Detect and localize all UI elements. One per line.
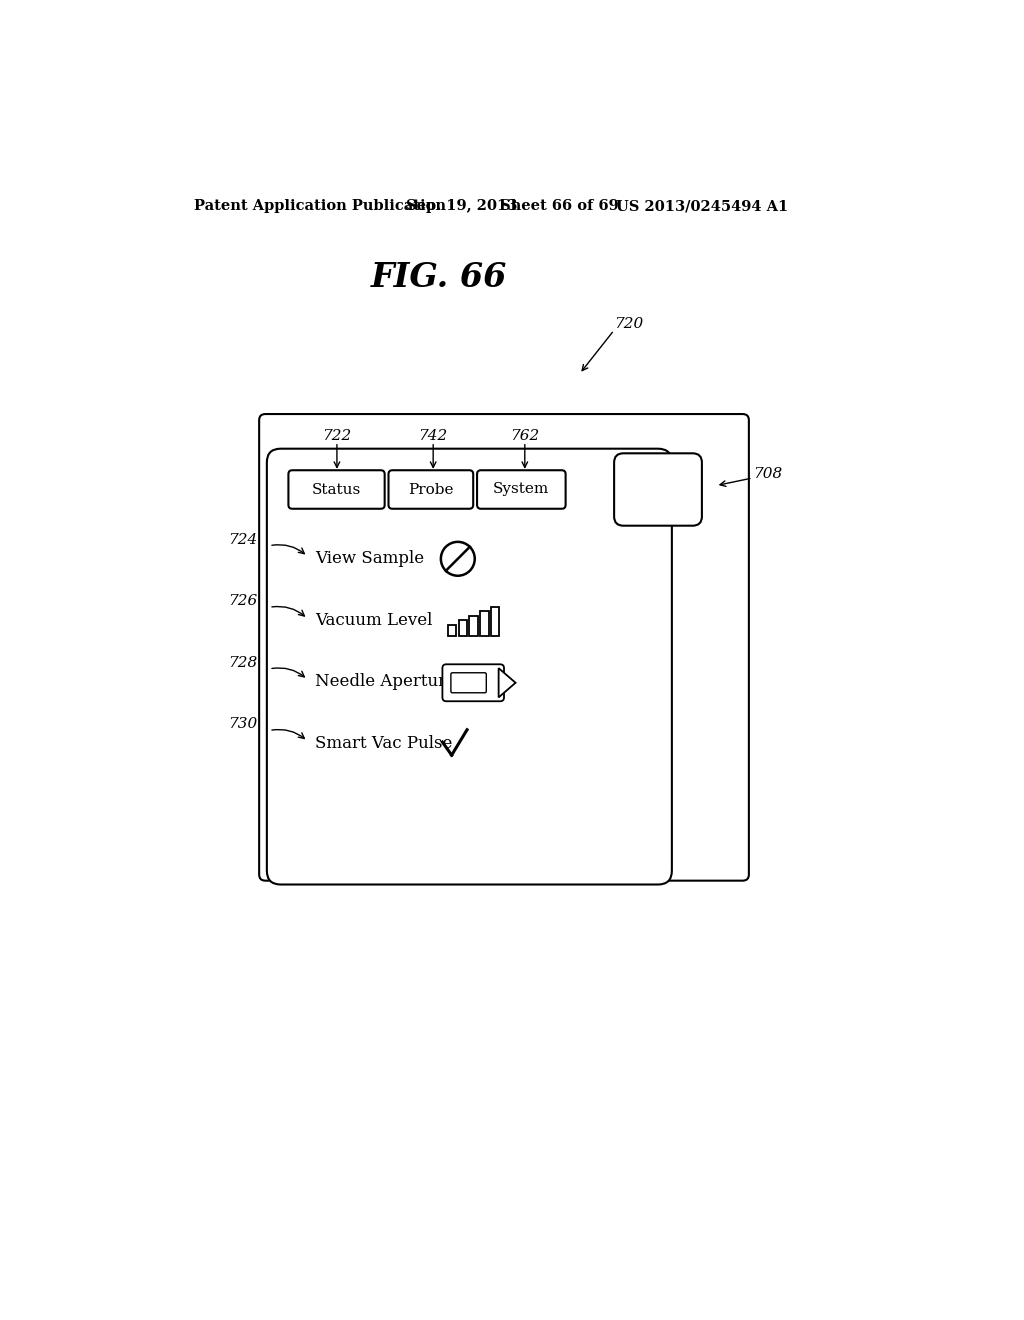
- Polygon shape: [499, 668, 515, 697]
- Text: Probe: Probe: [409, 483, 454, 496]
- Text: FIG. 66: FIG. 66: [371, 261, 507, 294]
- Text: 730: 730: [228, 717, 258, 731]
- Text: Sep. 19, 2013: Sep. 19, 2013: [407, 199, 517, 213]
- Text: View Sample: View Sample: [315, 550, 425, 568]
- Text: Vacuum Level: Vacuum Level: [315, 612, 433, 628]
- Text: 722: 722: [323, 429, 351, 442]
- Text: 762: 762: [510, 429, 540, 442]
- FancyBboxPatch shape: [451, 673, 486, 693]
- Bar: [447, 626, 457, 636]
- Text: 724: 724: [228, 532, 258, 546]
- FancyBboxPatch shape: [259, 414, 749, 880]
- Text: Smart Vac Pulse: Smart Vac Pulse: [315, 735, 453, 752]
- Text: Status: Status: [312, 483, 361, 496]
- Text: 726: 726: [228, 594, 258, 609]
- Bar: [459, 620, 467, 636]
- Text: System: System: [494, 483, 550, 496]
- FancyBboxPatch shape: [267, 449, 672, 884]
- Text: 742: 742: [419, 429, 447, 442]
- Text: 720: 720: [614, 317, 643, 331]
- Text: 728: 728: [228, 656, 258, 669]
- FancyBboxPatch shape: [614, 453, 701, 525]
- Bar: [490, 607, 500, 636]
- Bar: [480, 611, 488, 636]
- FancyBboxPatch shape: [388, 470, 473, 508]
- Bar: [469, 616, 478, 636]
- Text: US 2013/0245494 A1: US 2013/0245494 A1: [615, 199, 787, 213]
- Text: 708: 708: [753, 467, 782, 480]
- FancyBboxPatch shape: [442, 664, 504, 701]
- FancyBboxPatch shape: [289, 470, 385, 508]
- Text: Patent Application Publication: Patent Application Publication: [194, 199, 445, 213]
- Text: Sheet 66 of 69: Sheet 66 of 69: [500, 199, 618, 213]
- Text: Needle Aperture: Needle Aperture: [315, 673, 457, 690]
- FancyBboxPatch shape: [477, 470, 565, 508]
